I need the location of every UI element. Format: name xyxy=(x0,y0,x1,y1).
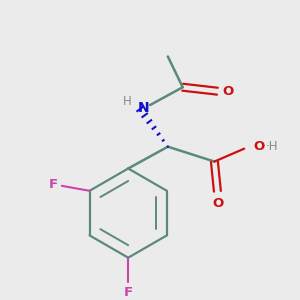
Text: ·H: ·H xyxy=(266,140,278,153)
Text: F: F xyxy=(124,286,133,299)
Text: O: O xyxy=(253,140,264,153)
Text: N: N xyxy=(138,101,150,115)
Text: F: F xyxy=(48,178,58,191)
Text: H: H xyxy=(123,94,132,108)
Text: O: O xyxy=(213,197,224,210)
Text: O: O xyxy=(223,85,234,98)
